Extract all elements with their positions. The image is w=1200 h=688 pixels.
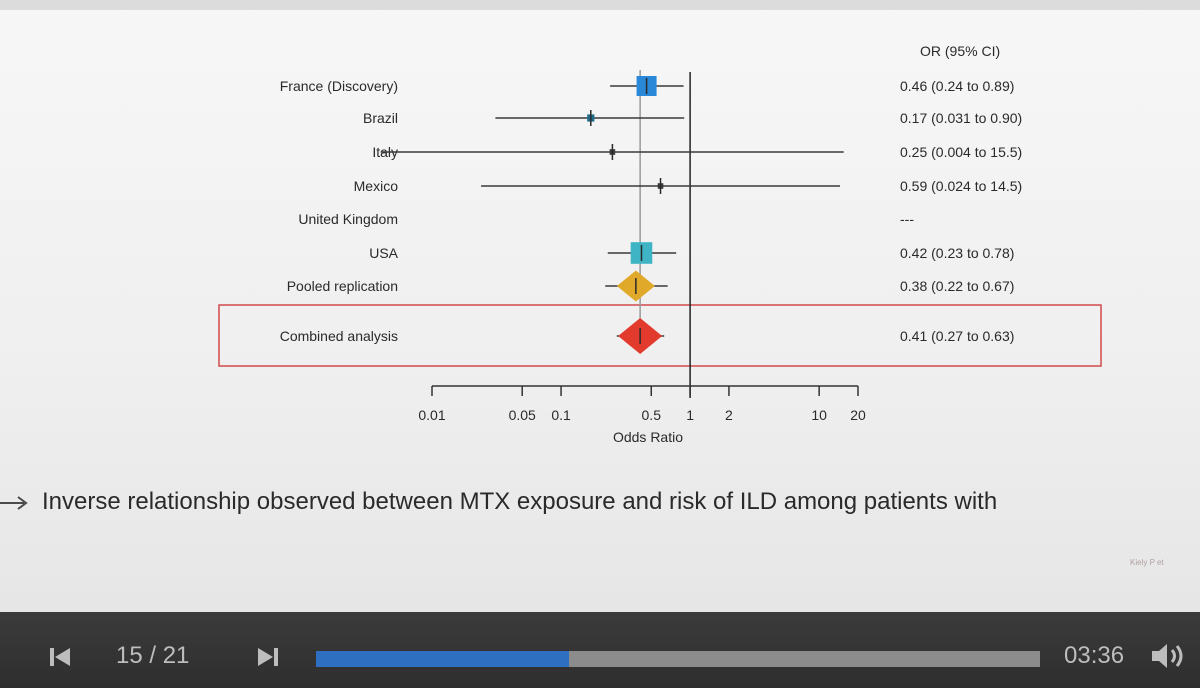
row-ci-text: 0.46 (0.24 to 0.89) [900, 78, 1014, 94]
row-ci-text: 0.41 (0.27 to 0.63) [900, 328, 1014, 344]
page-counter: 15 / 21 [116, 642, 190, 669]
media-player-bar: 15 / 21 03:36 [0, 612, 1200, 688]
row-label: Mexico [354, 178, 399, 194]
x-axis-tick-label: 2 [725, 407, 733, 423]
row-ci-text: 0.17 (0.031 to 0.90) [900, 110, 1022, 126]
row-ci-text: 0.25 (0.004 to 15.5) [900, 144, 1022, 160]
x-axis-tick-label: 1 [686, 407, 694, 423]
x-axis-tick-label: 0.05 [509, 407, 536, 423]
row-label: United Kingdom [298, 211, 398, 227]
row-ci-text: 0.42 (0.23 to 0.78) [900, 245, 1014, 261]
caption-text: Inverse relationship observed between MT… [42, 488, 998, 515]
slide: OR (95% CI) France (Discovery) 0.46 (0.24 … [0, 0, 1200, 612]
row-label: Pooled replication [287, 278, 398, 294]
row-ci-text: 0.38 (0.22 to 0.67) [900, 278, 1014, 294]
arrow-right-icon [0, 496, 28, 510]
x-axis-tick-label: 0.5 [642, 407, 662, 423]
progress-fill [316, 651, 570, 667]
volume-icon[interactable] [1150, 642, 1194, 670]
x-axis-tick-label: 0.01 [418, 407, 445, 423]
row-ci-text: 0.59 (0.024 to 14.5) [900, 178, 1022, 194]
row-label: USA [369, 245, 398, 261]
row-label: France (Discovery) [280, 78, 398, 94]
slide-top-edge [0, 0, 1200, 10]
x-axis-tick-label: 10 [811, 407, 827, 423]
x-axis-tick-label: 20 [850, 407, 866, 423]
skip-next-icon[interactable] [256, 645, 280, 669]
slide-caption: Inverse relationship observed between MT… [0, 484, 1200, 524]
combined-analysis-highlight-box [218, 304, 1102, 367]
time-readout: 03:36 [1064, 642, 1125, 669]
row-label: Combined analysis [280, 328, 398, 344]
progress-bar[interactable] [316, 651, 1040, 667]
forest-plot: OR (95% CI) France (Discovery) 0.46 (0.24 … [218, 43, 1102, 445]
row-ci-text: --- [900, 211, 914, 227]
skip-previous-icon[interactable] [48, 645, 72, 669]
x-axis-title: Odds Ratio [613, 429, 683, 445]
ci-column-header: OR (95% CI) [920, 43, 1000, 59]
slide-footnote: Kiely P et [1130, 558, 1164, 567]
row-label: Brazil [363, 110, 398, 126]
x-axis-tick-label: 0.1 [551, 407, 571, 423]
